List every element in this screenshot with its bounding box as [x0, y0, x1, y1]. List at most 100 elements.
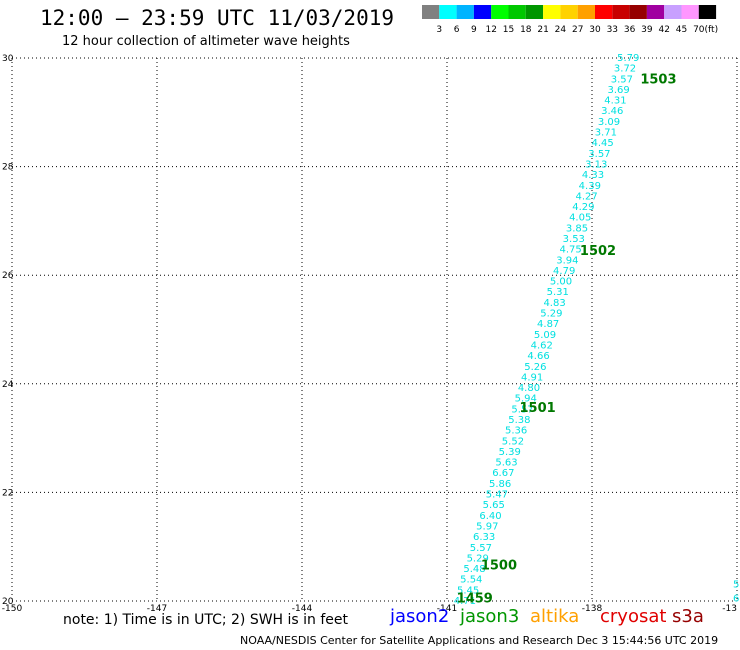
colorbar-swatch: [698, 5, 717, 19]
colorbar-tick-label: 21: [537, 25, 548, 35]
colorbar-swatch: [439, 5, 457, 19]
legend-jason3: jason3: [460, 606, 520, 627]
wave-height-value: 4.62: [531, 340, 553, 351]
wave-height-value: 4.75: [559, 245, 581, 256]
x-tick-label: -144: [292, 604, 313, 614]
colorbar-tick-label: 45: [676, 25, 687, 35]
wave-height-value: 4.71: [454, 596, 476, 607]
colorbar-tick-label: 15: [503, 25, 514, 35]
chart-title: 12:00 — 23:59 UTC 11/03/2019: [40, 6, 395, 30]
wave-height-value: 3.94: [556, 255, 578, 266]
wave-height-value: 5.94: [515, 394, 537, 405]
colorbar-tick-label: 33: [607, 25, 618, 35]
chart-subtitle: 12 hour collection of altimeter wave hei…: [62, 34, 350, 49]
x-tick-label: -141: [437, 604, 457, 614]
colorbar-tick-label: 39: [641, 25, 653, 35]
wave-height-value: 5.29: [540, 309, 562, 320]
colorbar-tick-label: 9: [471, 25, 477, 35]
y-tick-label: 24: [2, 380, 14, 390]
wave-height-value: 6.33: [473, 532, 495, 543]
wave-height-value: 4.39: [579, 181, 601, 192]
wave-height-value: 5.38: [508, 415, 530, 426]
wave-height-value: 5.79: [617, 53, 639, 64]
colorbar-tick-label: 42: [658, 25, 669, 35]
colorbar-swatch: [560, 5, 578, 19]
y-tick-label: 28: [2, 163, 14, 173]
wave-height-value: 5.31: [547, 287, 569, 298]
wave-height-value: 4.79: [553, 266, 575, 277]
colorbar-swatch: [646, 5, 665, 19]
colorbar-swatch: [629, 5, 647, 19]
wave-height-value: 4.91: [521, 372, 543, 383]
chart-grid: [11, 57, 738, 602]
wave-height-value: 3.69: [608, 85, 630, 96]
x-tick-label: -138: [582, 604, 603, 614]
wave-height-value: 6.40: [479, 511, 501, 522]
legend-altika: altika: [530, 606, 580, 627]
colorbar-tick-label: 24: [555, 25, 567, 35]
colorbar-swatch: [681, 5, 699, 19]
wave-height-value: 5.39: [499, 447, 521, 458]
colorbar-swatch: [456, 5, 474, 19]
wave-height-value: 5.57: [511, 404, 533, 415]
wave-height-value: 5.52: [502, 436, 524, 447]
wave-height-value: 5.57: [470, 543, 492, 554]
colorbar-swatch: [577, 5, 595, 19]
wave-height-value: 4.66: [527, 351, 549, 362]
x-tick-label: -147: [147, 604, 167, 614]
legend-s3a: s3a: [672, 606, 704, 627]
footer-note: note: 1) Time is in UTC; 2) SWH is in fe…: [63, 612, 349, 628]
wave-height-value: 4.83: [543, 298, 565, 309]
wave-height-value: 3.85: [566, 223, 588, 234]
wave-height-value: 3.57: [611, 74, 633, 85]
time-label: 1501: [520, 401, 556, 416]
wave-height-value: 3.57: [588, 149, 610, 160]
colorbar-swatch: [595, 5, 613, 19]
time-label: 1459: [457, 591, 493, 606]
wave-height-value: 5.47: [486, 490, 508, 501]
colorbar-tick-label: 36: [624, 25, 636, 35]
colorbar-tick-label: 6: [454, 25, 460, 35]
x-tick-label: -150: [2, 604, 23, 614]
wave-height-value: 5.48: [463, 564, 485, 575]
time-label: 1500: [481, 559, 517, 574]
y-tick-label: 20: [2, 597, 14, 607]
wave-height-value: 5.00: [550, 277, 572, 288]
wave-height-value: 5.86: [489, 479, 511, 490]
colorbar-swatch: [525, 5, 544, 19]
colorbar-tick-label: 30: [589, 25, 601, 35]
wave-height-value: 5.45: [457, 585, 479, 596]
wave-height-value: 4.29: [572, 202, 594, 213]
wave-height-value: 6: [733, 593, 739, 604]
y-tick-label: 30: [2, 54, 14, 64]
legend-cryosat: cryosat: [600, 606, 667, 627]
x-tick-label: -13: [722, 604, 737, 614]
colorbar-tick-label: 70: [693, 25, 705, 35]
colorbar-swatch: [508, 5, 526, 19]
wave-height-value: 5.09: [534, 330, 556, 341]
altimeter-track: 4.715.455.545.485.295.576.335.976.405.65…: [454, 53, 740, 607]
wave-height-value: 4.45: [591, 138, 613, 149]
wave-height-value: 4.05: [569, 213, 591, 224]
wave-height-value: 5: [733, 580, 739, 591]
colorbar-tick-label: 12: [485, 25, 496, 35]
wave-height-value: 5.97: [476, 521, 498, 532]
wave-height-value: 3.13: [585, 159, 607, 170]
wave-height-value: 5.65: [483, 500, 505, 511]
colorbar-swatch: [664, 5, 682, 19]
colorbar-legend: 3 6 9 12 15 18 21 24 27 30 33 36 39 42 45 70 (ft): [422, 5, 718, 35]
wave-height-value: 3.71: [595, 128, 617, 139]
wave-height-value: 4.27: [575, 191, 597, 202]
wave-height-value: 3.09: [598, 117, 620, 128]
colorbar-tick-label: 27: [572, 25, 583, 35]
footer-credit: NOAA/NESDIS Center for Satellite Applica…: [240, 634, 719, 647]
wave-height-value: 5.54: [460, 575, 482, 586]
colorbar-swatch: [422, 5, 440, 19]
chart-axes: -150 -147 -144 -141 -138 -13 20 22 24 26 28 30: [2, 54, 737, 614]
wave-height-value: 6.67: [492, 468, 514, 479]
wave-height-value: 5.29: [467, 553, 489, 564]
colorbar-swatch: [473, 5, 492, 19]
colorbar-unit: (ft): [705, 25, 719, 35]
wave-height-value: 5.63: [495, 458, 517, 469]
